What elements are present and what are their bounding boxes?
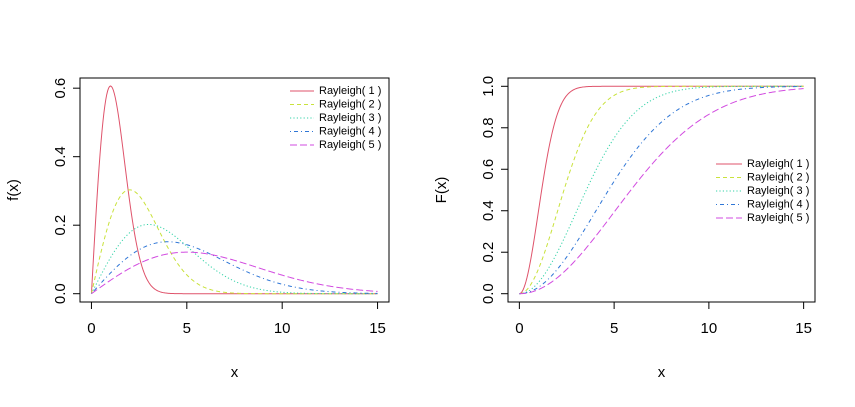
legend-label-3: Rayleigh( 3 ) [747, 185, 809, 197]
y-tick-label: 0.6 [480, 159, 497, 180]
legend: Rayleigh( 1 )Rayleigh( 2 )Rayleigh( 3 )R… [290, 85, 381, 151]
legend-label-4: Rayleigh( 4 ) [747, 198, 809, 210]
cdf-panel: 0 5 10 15 0.0 0.2 0.4 0.6 0.8 1.0 x F(x) Rayleigh( 1… [433, 76, 816, 381]
series-line-4 [519, 85, 804, 295]
y-tick-label: 0.0 [52, 283, 69, 304]
y-axis-title: F(x) [433, 177, 450, 204]
legend: Rayleigh( 1 )Rayleigh( 2 )Rayleigh( 3 )R… [716, 158, 809, 224]
series-line-3 [90, 223, 378, 295]
legend-label-5: Rayleigh( 5 ) [319, 139, 381, 151]
x-tick-label: 15 [369, 320, 386, 337]
legend-label-2: Rayleigh( 2 ) [319, 98, 381, 110]
x-tick-label: 5 [183, 320, 191, 337]
y-tick-label: 0.4 [480, 200, 497, 221]
y-tick-label: 0.2 [52, 215, 69, 236]
y-tick-label: 0.8 [480, 117, 497, 138]
x-tick-label: 0 [87, 320, 95, 337]
series-line-5 [519, 88, 804, 295]
legend-label-3: Rayleigh( 3 ) [319, 112, 381, 124]
x-tick-label: 5 [610, 320, 618, 337]
plot-frame [507, 77, 816, 303]
series-line-4 [91, 241, 378, 295]
series-line-2 [90, 189, 378, 295]
series-line-5 [91, 251, 378, 295]
x-tick-label: 15 [795, 320, 812, 337]
y-tick-label: 1.0 [480, 76, 497, 97]
legend-label-1: Rayleigh( 1 ) [319, 85, 381, 97]
y-tick-label: 0.0 [480, 283, 497, 304]
legend-label-4: Rayleigh( 4 ) [319, 125, 381, 137]
legend-label-2: Rayleigh( 2 ) [747, 171, 809, 183]
x-tick-label: 10 [274, 320, 291, 337]
x-tick-label: 0 [515, 320, 523, 337]
y-tick-label: 0.6 [52, 78, 69, 99]
series-line-2 [519, 85, 804, 295]
y-tick-label: 0.4 [52, 146, 69, 167]
y-axis-title: f(x) [5, 179, 22, 201]
legend-label-5: Rayleigh( 5 ) [747, 212, 809, 224]
pdf-panel: 0 5 10 150.00.20.40.6xf(x)Rayleigh( 1 )Rayl… [5, 77, 390, 381]
x-tick-label: 10 [701, 320, 718, 337]
x-axis-title: x [231, 364, 239, 381]
plot-frame [79, 77, 390, 303]
legend-label-1: Rayleigh( 1 ) [747, 158, 809, 170]
y-tick-label: 0.2 [480, 242, 497, 263]
x-axis-title: x [658, 364, 666, 381]
